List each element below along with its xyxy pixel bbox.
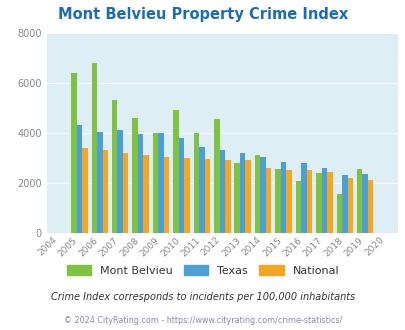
Bar <box>275 169 280 233</box>
Bar <box>306 170 311 233</box>
Bar <box>234 163 239 233</box>
Bar <box>239 153 245 233</box>
Bar <box>193 133 198 233</box>
Bar <box>224 160 230 233</box>
Bar <box>321 168 326 233</box>
Bar <box>77 125 82 233</box>
Bar <box>163 156 169 233</box>
Bar <box>301 163 306 233</box>
Text: Mont Belvieu Property Crime Index: Mont Belvieu Property Crime Index <box>58 7 347 22</box>
Bar <box>198 147 204 233</box>
Bar <box>245 160 250 233</box>
Bar <box>132 118 138 233</box>
Bar <box>362 174 367 233</box>
Bar <box>336 194 341 233</box>
Bar <box>173 110 178 233</box>
Bar <box>260 156 265 233</box>
Bar <box>91 63 97 233</box>
Bar <box>184 158 189 233</box>
Bar <box>347 178 352 233</box>
Bar <box>219 150 224 233</box>
Bar <box>367 180 373 233</box>
Bar <box>123 153 128 233</box>
Bar <box>117 130 123 233</box>
Bar <box>315 173 321 233</box>
Bar <box>71 73 77 233</box>
Bar <box>97 132 102 233</box>
Bar <box>356 169 362 233</box>
Bar <box>138 134 143 233</box>
Bar <box>82 148 87 233</box>
Bar <box>280 161 286 233</box>
Text: © 2024 CityRating.com - https://www.cityrating.com/crime-statistics/: © 2024 CityRating.com - https://www.city… <box>64 316 341 325</box>
Bar <box>178 138 184 233</box>
Bar <box>204 159 210 233</box>
Bar <box>213 119 219 233</box>
Bar <box>143 155 149 233</box>
Bar <box>295 182 301 233</box>
Bar <box>286 170 291 233</box>
Bar <box>254 155 260 233</box>
Bar <box>158 133 163 233</box>
Bar <box>102 150 108 233</box>
Bar <box>152 133 158 233</box>
Text: Crime Index corresponds to incidents per 100,000 inhabitants: Crime Index corresponds to incidents per… <box>51 292 354 302</box>
Legend: Mont Belvieu, Texas, National: Mont Belvieu, Texas, National <box>63 261 342 279</box>
Bar <box>112 100 117 233</box>
Bar <box>341 175 347 233</box>
Bar <box>326 172 332 233</box>
Bar <box>265 168 271 233</box>
